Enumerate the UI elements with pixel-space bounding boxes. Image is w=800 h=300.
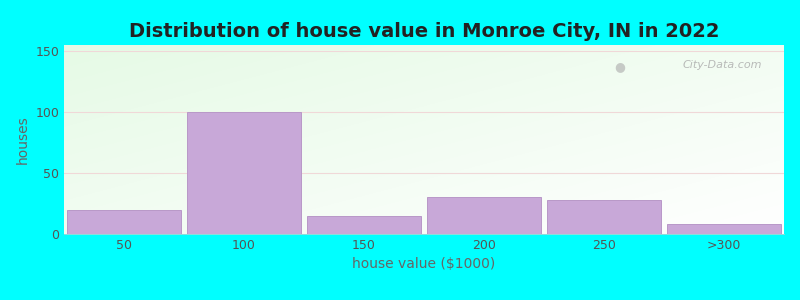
Text: City-Data.com: City-Data.com (683, 60, 762, 70)
Bar (67, 210, 181, 234)
Y-axis label: houses: houses (16, 115, 30, 164)
Title: Distribution of house value in Monroe City, IN in 2022: Distribution of house value in Monroe Ci… (129, 22, 719, 41)
Bar (307, 216, 421, 234)
Bar (547, 200, 661, 234)
Bar (427, 197, 541, 234)
Bar (667, 224, 781, 234)
X-axis label: house value ($1000): house value ($1000) (352, 257, 496, 272)
Text: ●: ● (614, 60, 626, 73)
Bar (187, 112, 301, 234)
